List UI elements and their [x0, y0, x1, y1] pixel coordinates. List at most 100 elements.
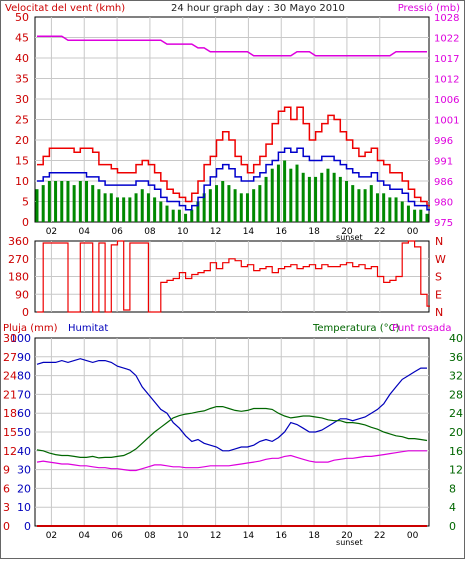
pressure-tick-label: 975 — [434, 218, 453, 229]
pressure-tick-label: 991 — [434, 157, 453, 168]
humidity-tick-label: 80 — [17, 370, 31, 383]
wind-speed-label: Velocitat del vent (kmh) — [5, 3, 125, 14]
pressure-line — [37, 35, 427, 57]
temperature-tick-label: 20 — [449, 426, 463, 439]
rain-tick-label: 27 — [3, 351, 17, 364]
direction-degree-label: 90 — [15, 288, 29, 301]
humidity-tick-label: 0 — [24, 520, 31, 533]
wind-direction-line — [37, 240, 430, 313]
x-tick-label: 10 — [177, 227, 189, 237]
chart-title: 24 hour graph day : 30 Mayo 2010 — [171, 3, 345, 14]
humidity-tick-label: 90 — [17, 351, 31, 364]
dewpoint-line — [36, 450, 427, 472]
x-tick-label: 18 — [308, 227, 320, 237]
pressure-tick-label: 980 — [434, 198, 453, 209]
x-tick-label: 12 — [210, 227, 221, 237]
x-tick-label: 22 — [374, 531, 385, 541]
direction-degree-label: 0 — [22, 306, 29, 319]
x-tick-label: 04 — [79, 531, 91, 541]
wind-tick-label: 45 — [15, 32, 29, 45]
wind-tick-label: 25 — [15, 114, 29, 127]
compass-label: E — [435, 288, 442, 301]
x-tick-label: 02 — [46, 531, 57, 541]
wind-tick-label: 20 — [15, 134, 29, 147]
pressure-label: Pressió (mb) — [398, 2, 460, 14]
temperature-tick-label: 28 — [449, 388, 463, 401]
temperature-tick-label: 24 — [449, 407, 463, 420]
wind-tick-label: 0 — [22, 216, 29, 229]
rain-tick-label: 15 — [3, 426, 17, 439]
sunset-label: sunset — [336, 233, 363, 242]
temperature-tick-label: 32 — [449, 370, 463, 383]
x-tick-label: 10 — [177, 531, 189, 541]
x-tick-label: 12 — [210, 531, 221, 541]
pressure-tick-label: 1012 — [434, 75, 459, 86]
rain-tick-label: 21 — [3, 388, 17, 401]
pressure-tick-label: 986 — [434, 177, 453, 188]
temperature-tick-label: 36 — [449, 351, 463, 364]
x-tick-label: 14 — [243, 227, 255, 237]
x-tick-label: 16 — [276, 227, 288, 237]
temperature-tick-label: 4 — [449, 501, 456, 514]
dewpoint-label: Punt rosada — [392, 323, 451, 334]
x-tick-label: 08 — [144, 531, 156, 541]
temperature-line — [36, 406, 428, 459]
pressure-tick-label: 1001 — [434, 116, 459, 127]
x-tick-label: 00 — [407, 227, 419, 237]
direction-degree-label: 180 — [8, 271, 29, 284]
rain-tick-label: 9 — [3, 464, 10, 477]
rain-tick-label: 0 — [3, 520, 10, 533]
compass-label: N — [435, 235, 443, 248]
pressure-tick-label: 1017 — [434, 54, 459, 65]
rain-tick-label: 24 — [3, 370, 17, 383]
x-tick-label: 06 — [111, 227, 123, 237]
rain-tick-label: 12 — [3, 445, 17, 458]
x-tick-label: 00 — [407, 531, 419, 541]
wind-tick-label: 10 — [15, 175, 29, 188]
humidity-tick-label: 100 — [10, 332, 31, 345]
compass-label: S — [435, 271, 442, 284]
pressure-tick-label: 1006 — [434, 95, 459, 106]
x-tick-label: 02 — [46, 227, 57, 237]
wind-tick-label: 35 — [15, 73, 29, 86]
x-tick-label: 18 — [308, 531, 320, 541]
wind-average-line — [37, 147, 430, 211]
wind-tick-label: 15 — [15, 155, 29, 168]
rain-tick-label: 30 — [3, 332, 17, 345]
humidity-tick-label: 30 — [17, 464, 31, 477]
humidity-tick-label: 20 — [17, 482, 31, 495]
rain-tick-label: 3 — [3, 501, 10, 514]
wind-tick-label: 50 — [15, 11, 29, 24]
compass-label: W — [435, 253, 446, 266]
wind-tick-label: 5 — [22, 196, 29, 209]
temperature-tick-label: 16 — [449, 445, 463, 458]
pressure-tick-label: 1028 — [434, 13, 459, 24]
x-tick-label: 16 — [276, 531, 288, 541]
humidity-tick-label: 50 — [17, 426, 31, 439]
compass-label: N — [435, 306, 443, 319]
x-tick-label: 20 — [341, 531, 353, 541]
temperature-label: Temperatura (°C) — [312, 323, 400, 334]
direction-degree-label: 360 — [8, 235, 29, 248]
sunset-label: sunset — [336, 538, 363, 547]
direction-degree-label: 270 — [8, 253, 29, 266]
humidity-tick-label: 60 — [17, 407, 31, 420]
wind-tick-label: 30 — [15, 93, 29, 106]
humidity-tick-label: 70 — [17, 388, 31, 401]
humidity-label: Humitat — [68, 323, 108, 334]
temperature-tick-label: 0 — [449, 520, 456, 533]
humidity-tick-label: 40 — [17, 445, 31, 458]
temperature-tick-label: 12 — [449, 464, 463, 477]
pressure-tick-label: 1022 — [434, 34, 459, 45]
temperature-tick-label: 8 — [449, 482, 456, 495]
wind-gust-line — [37, 106, 430, 207]
humidity-line — [36, 358, 427, 452]
x-tick-label: 20 — [341, 227, 353, 237]
humidity-tick-label: 10 — [17, 501, 31, 514]
x-tick-label: 08 — [144, 227, 156, 237]
wind-tick-label: 40 — [15, 52, 29, 65]
temperature-tick-label: 40 — [449, 332, 463, 345]
